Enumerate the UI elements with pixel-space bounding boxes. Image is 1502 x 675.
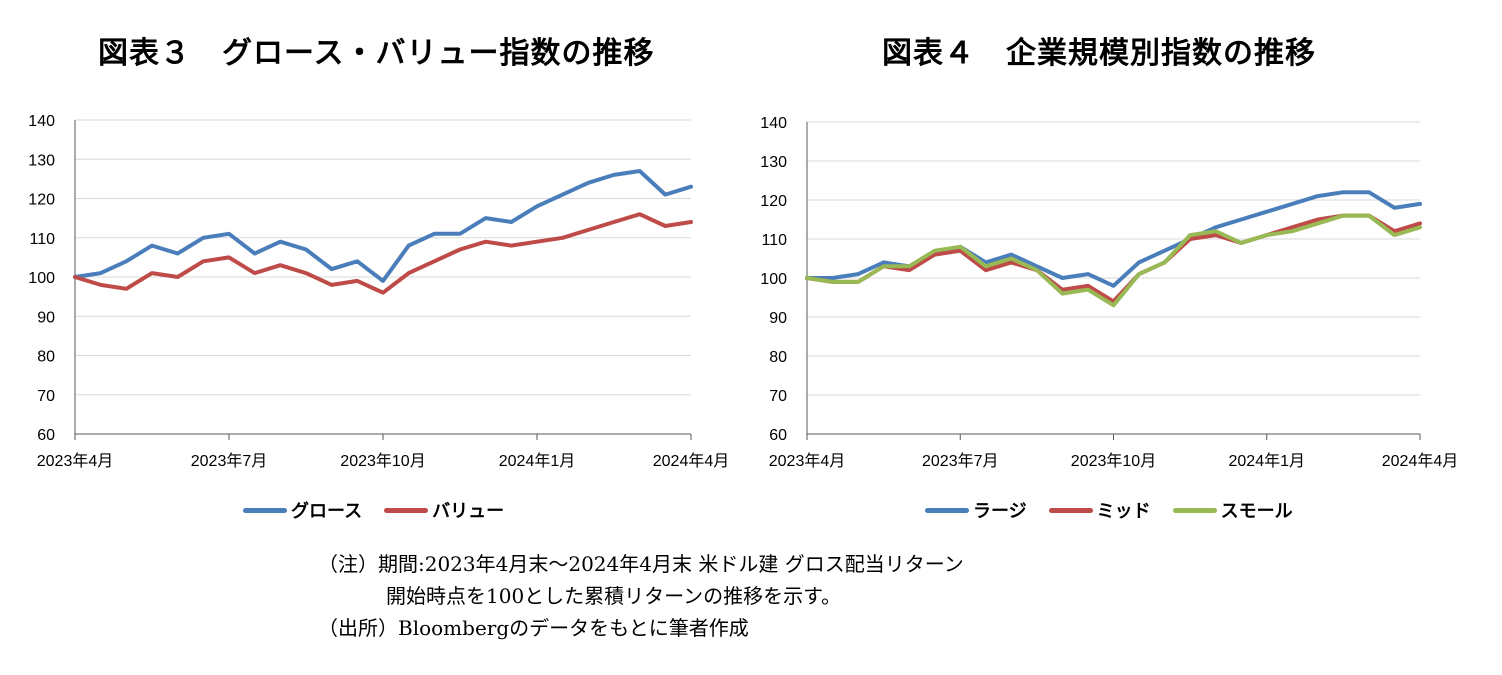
- y-tick-label: 110: [29, 231, 55, 248]
- y-tick-label: 70: [769, 388, 787, 405]
- legend-item-growth: グロース: [243, 497, 362, 523]
- x-tick-label: 2023年4月: [37, 452, 114, 470]
- growth-value-chart: 図表３ グロース・バリュー指数の推移 60 70 80 90 100 110 120 130 1…: [0, 0, 751, 540]
- growth-value-plot: 60 70 80 90 100 110 120 130 140 2023年4月 2023年7月 202…: [28, 113, 730, 470]
- note-source: （出所）Bloombergのデータをもとに筆者作成: [318, 616, 749, 640]
- y-tick-label: 120: [28, 192, 55, 209]
- y-tick-label: 110: [761, 232, 787, 249]
- chart-legend: ラージ ミッド スモール: [925, 497, 1293, 523]
- x-tick-label: 2023年10月: [340, 452, 425, 470]
- legend-swatch: [1048, 507, 1093, 513]
- x-tick-label: 2023年7月: [922, 452, 999, 470]
- y-tick-label: 100: [28, 270, 55, 287]
- x-tick-label: 2023年10月: [1071, 452, 1156, 470]
- y-tick-label: 140: [760, 115, 787, 132]
- legend-swatch: [243, 507, 287, 513]
- legend-label: グロース: [291, 501, 363, 522]
- note-period: （注）期間:2023年4月末～2024年4月末 米ドル建 グロス配当リターン: [318, 552, 964, 576]
- y-tick-label: 60: [37, 427, 55, 444]
- legend-label: ミッド: [1096, 501, 1151, 522]
- x-tick-label: 2023年7月: [191, 452, 268, 470]
- x-tick-label: 2024年1月: [499, 452, 576, 470]
- size-index-plot: 60 70 80 90 100 110 120 130 140 2023年4月 2023年7月 202…: [760, 115, 1459, 470]
- y-tick-label: 140: [28, 113, 55, 130]
- x-tick-label: 2024年4月: [653, 452, 730, 470]
- chart-title: 図表４ 企業規模別指数の推移: [882, 36, 1316, 71]
- y-tick-label: 120: [760, 193, 787, 210]
- series-line-2: [805, 213, 1422, 308]
- note-basis: 開始時点を100とした累積リターンの推移を示す。: [386, 584, 842, 608]
- x-tick-label: 2023年4月: [769, 452, 846, 470]
- legend-swatch: [1172, 507, 1217, 513]
- y-tick-label: 90: [37, 309, 55, 326]
- legend-item-large: ラージ: [925, 497, 1027, 523]
- y-tick-label: 130: [760, 154, 787, 171]
- y-tick-label: 60: [769, 427, 787, 444]
- series-line-1: [805, 213, 1422, 304]
- legend-swatch: [384, 507, 429, 513]
- series-line-1: [73, 212, 693, 295]
- legend-item-mid: ミッド: [1048, 497, 1151, 523]
- series-line-0: [73, 169, 693, 283]
- chart-notes: （注）期間:2023年4月末～2024年4月末 米ドル建 グロス配当リターン 開…: [318, 548, 964, 644]
- chart-title: 図表３ グロース・バリュー指数の推移: [98, 36, 655, 71]
- y-tick-label: 130: [28, 152, 55, 169]
- y-tick-label: 80: [769, 349, 787, 366]
- y-tick-label: 70: [37, 388, 55, 405]
- legend-label: バリュー: [432, 501, 505, 522]
- legend-label: スモール: [1220, 501, 1293, 522]
- x-tick-label: 2024年1月: [1229, 452, 1306, 470]
- y-tick-label: 100: [760, 271, 787, 288]
- legend-label: ラージ: [973, 501, 1027, 522]
- y-tick-label: 90: [769, 310, 787, 327]
- legend-item-small: スモール: [1172, 497, 1293, 523]
- chart-legend: グロース バリュー: [243, 497, 504, 523]
- legend-swatch: [925, 507, 969, 513]
- size-index-chart: 図表４ 企業規模別指数の推移 60 70 80 90 100 110 120 130 140 20…: [751, 0, 1502, 540]
- legend-item-value: バリュー: [384, 497, 504, 523]
- x-tick-label: 2024年4月: [1382, 452, 1459, 470]
- y-tick-label: 80: [37, 349, 55, 366]
